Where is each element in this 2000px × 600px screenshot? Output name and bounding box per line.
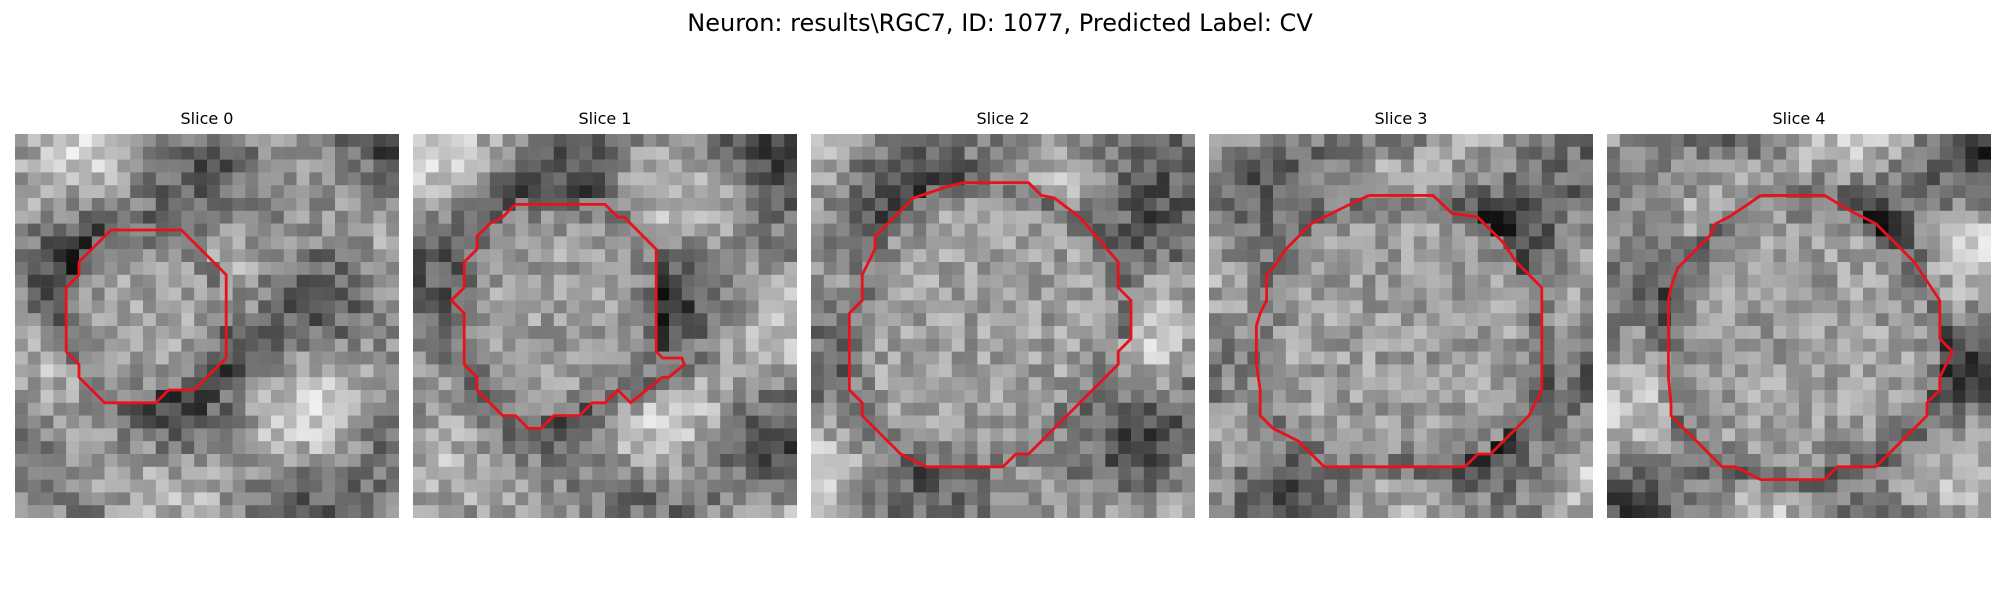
cell-contour-2: [847, 181, 1133, 469]
slice-title-0: Slice 0: [180, 109, 234, 128]
grayscale-image-3: [1209, 134, 1593, 518]
slice-image-1: [413, 134, 797, 518]
cell-contour-3: [1254, 194, 1544, 469]
cell-contour-4: [1667, 194, 1955, 482]
figure-title: Neuron: results\RGC7, ID: 1077, Predicte…: [687, 9, 1313, 37]
slice-image-2: [811, 134, 1195, 518]
slice-panel-4: Slice 4: [1607, 109, 1991, 519]
grayscale-image-1: [413, 134, 797, 518]
slice-title-3: Slice 3: [1374, 109, 1428, 128]
grayscale-image-2: [811, 134, 1195, 518]
slice-panel-2: Slice 2: [811, 109, 1195, 519]
slice-panel-1: Slice 1: [413, 109, 797, 519]
slice-image-4: [1607, 134, 1991, 518]
slice-image-0: [15, 134, 399, 518]
slice-title-1: Slice 1: [578, 109, 632, 128]
cell-contour-0: [64, 228, 228, 405]
grayscale-image-4: [1607, 134, 1991, 518]
slice-image-3: [1209, 134, 1593, 518]
slice-title-4: Slice 4: [1772, 109, 1826, 128]
grayscale-image-0: [15, 134, 399, 518]
slice-panel-0: Slice 0: [15, 109, 399, 519]
slice-title-2: Slice 2: [976, 109, 1030, 128]
slice-panel-3: Slice 3: [1209, 109, 1593, 519]
cell-contour-1: [449, 202, 687, 430]
